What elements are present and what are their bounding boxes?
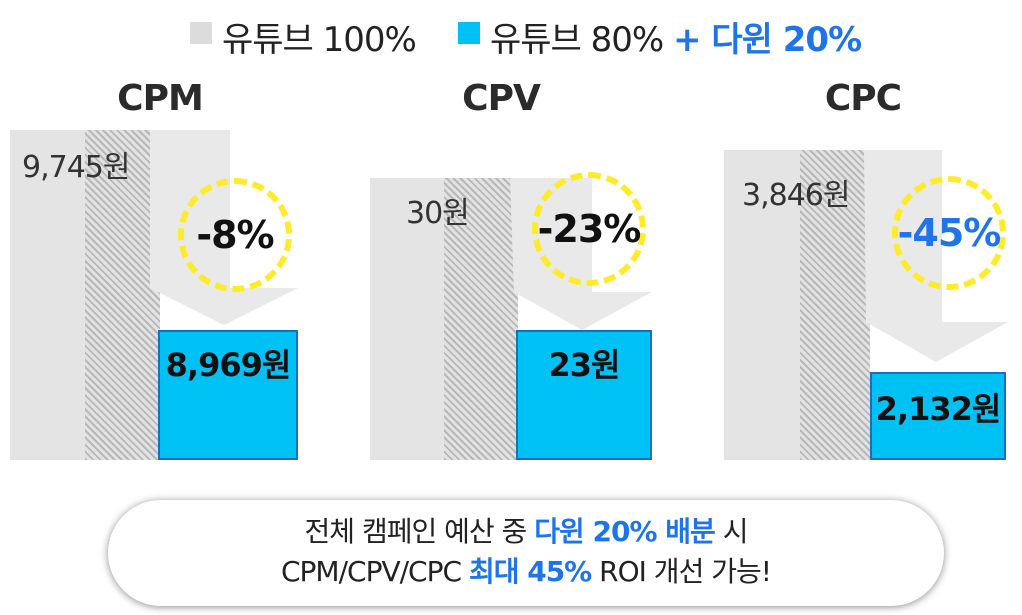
legend-label-mixed-prefix: 유튜브 80%: [490, 20, 664, 60]
bar-hatch: [85, 130, 160, 460]
value-label-mixed: 23원: [548, 346, 621, 384]
value-label-mixed: 2,132원: [875, 390, 1002, 428]
legend-label-youtube: 유튜브 100%: [222, 20, 417, 60]
summary-line-2-highlight: 최대 45%: [468, 555, 592, 588]
bar-mixed: 2,132원: [870, 372, 1006, 460]
change-badge: -23%: [532, 172, 646, 286]
legend: 유튜브 100% 유튜브 80% + 다윈 20%: [0, 6, 1022, 60]
bar-hatch: [444, 178, 518, 460]
bar-hatch: [800, 150, 870, 460]
legend-swatch-youtube: [190, 22, 212, 44]
summary-line-1-suffix: 시: [722, 515, 749, 548]
chart-panel-cpm: CPM 9,745원 8,969원 -8%: [10, 0, 310, 470]
summary-line-2: CPM/CPV/CPC 최대 45% ROI 개선 가능!: [108, 552, 944, 592]
change-value: -45%: [897, 211, 1002, 255]
chart-title: CPM: [117, 78, 204, 119]
chart-title: CPC: [824, 78, 902, 119]
chart-panel-cpc: CPC 3,846원 2,132원 -45%: [724, 0, 1014, 470]
change-value: -8%: [196, 213, 274, 257]
bar-mixed: 23원: [516, 330, 652, 460]
value-label-mixed: 8,969원: [165, 346, 292, 384]
summary-line-2-suffix: ROI 개선 가능!: [599, 555, 772, 588]
summary-line-1: 전체 캠페인 예산 중 다윈 20% 배분 시: [108, 512, 944, 552]
summary-line-2-prefix: CPM/CPV/CPC: [281, 555, 462, 588]
legend-label-mixed: 유튜브 80% + 다윈 20%: [490, 12, 862, 61]
chart-title: CPV: [462, 78, 541, 119]
summary-line-1-highlight: 다윈 20% 배분: [534, 515, 716, 548]
bar-mixed: 8,969원: [158, 330, 298, 460]
legend-swatch-mixed: [458, 22, 480, 44]
change-value: -23%: [537, 207, 642, 251]
value-label-youtube: 30원: [406, 196, 470, 231]
chart-panel-cpv: CPV 30원 23원 -23%: [370, 0, 660, 470]
summary-line-1-prefix: 전체 캠페인 예산 중: [304, 515, 528, 548]
legend-label-mixed-suffix: + 다윈 20%: [673, 20, 862, 60]
value-label-youtube: 9,745원: [22, 150, 130, 185]
value-label-youtube: 3,846원: [742, 178, 850, 213]
summary-callout: 전체 캠페인 예산 중 다윈 20% 배분 시 CPM/CPV/CPC 최대 4…: [108, 500, 944, 606]
change-badge: -45%: [892, 176, 1006, 290]
change-badge: -8%: [178, 178, 292, 292]
